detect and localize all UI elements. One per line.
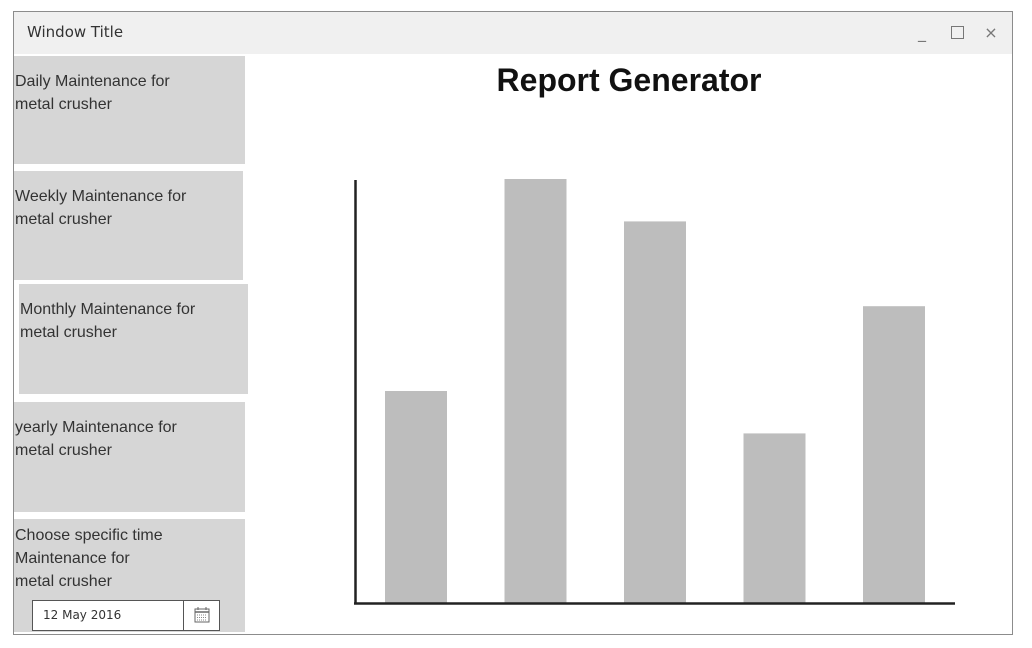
calendar-icon	[194, 607, 210, 623]
sidebar-item-label: Monthly Maintenance for metal crusher	[20, 301, 196, 341]
date-value[interactable]: 12 May 2016	[43, 608, 122, 622]
chart-bar-5	[863, 306, 925, 603]
chart-bar-4	[743, 433, 806, 603]
date-picker[interactable]: 12 May 2016	[32, 600, 220, 631]
sidebar-item-daily-maintenance[interactable]: Daily Maintenance for metal crusher	[14, 56, 245, 164]
sidebar-item-label: Choose specific time Maintenance for met…	[15, 527, 163, 590]
page-title: Report Generator	[496, 62, 762, 98]
sidebar-item-label: Weekly Maintenance for metal crusher	[15, 188, 187, 228]
sidebar-item-custom-time-maintenance[interactable]: Choose specific time Maintenance for met…	[14, 519, 245, 632]
sidebar-item-yearly-maintenance[interactable]: yearly Maintenance for metal crusher	[14, 402, 245, 512]
maximize-button[interactable]	[946, 22, 968, 44]
app-window: Window Title _ × Daily Maintenance for m…	[13, 11, 1013, 635]
sidebar-item-label: yearly Maintenance for metal crusher	[15, 419, 177, 459]
title-bar: Window Title _ ×	[14, 12, 1012, 54]
chart-bar-2	[504, 179, 567, 603]
bar-chart	[354, 179, 955, 605]
chart-bar-1	[385, 391, 447, 603]
sidebar-item-weekly-maintenance[interactable]: Weekly Maintenance for metal crusher	[14, 171, 243, 280]
close-button[interactable]: ×	[984, 23, 998, 42]
chart-bars	[385, 179, 925, 603]
sidebar-item-label: Daily Maintenance for metal crusher	[15, 73, 170, 113]
window-title: Window Title	[27, 23, 124, 41]
calendar-button[interactable]	[183, 601, 220, 630]
minimize-button[interactable]: _	[918, 23, 926, 42]
maximize-icon	[950, 25, 964, 39]
sidebar-item-monthly-maintenance[interactable]: Monthly Maintenance for metal crusher	[17, 284, 248, 394]
chart-bar-3	[624, 221, 686, 603]
